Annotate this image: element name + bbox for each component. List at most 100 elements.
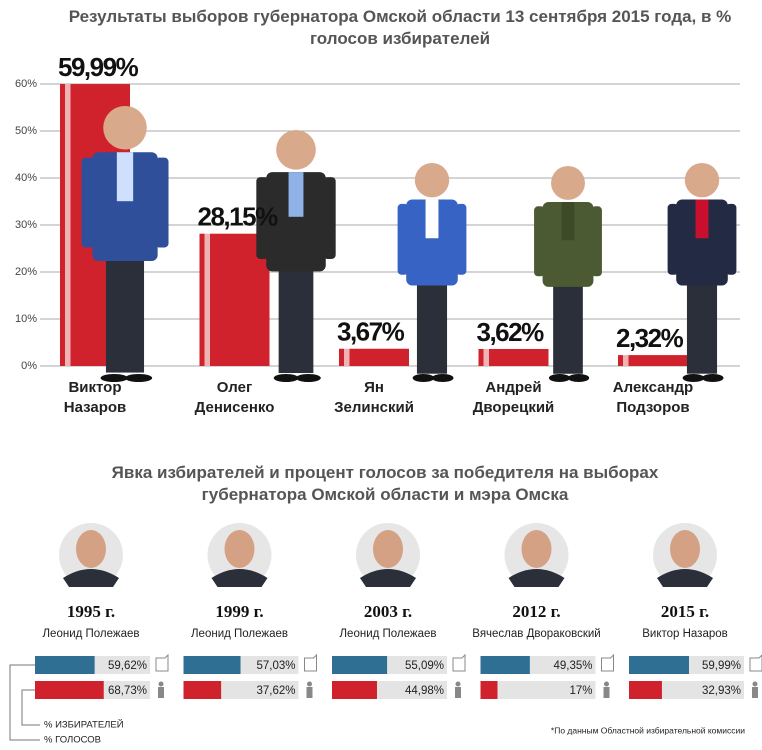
figure-shoe <box>412 374 435 382</box>
person-icon <box>455 687 461 698</box>
x-tick-label: Ян Зелинский <box>334 379 414 416</box>
ballot-icon <box>304 653 317 672</box>
year-label: 1999 г. <box>215 602 263 621</box>
figure-legs <box>553 276 583 374</box>
value-label: 59,62% <box>108 660 147 672</box>
x-tick-label: Виктор Назаров <box>63 379 127 416</box>
bar <box>332 681 377 699</box>
person-figure <box>256 130 336 382</box>
y-tick-label: 0% <box>21 360 37 372</box>
figure-body <box>266 172 326 272</box>
legend-label: % ИЗБИРАТЕЛЕЙ <box>44 719 124 731</box>
person-figure <box>397 163 467 382</box>
figure-arm <box>81 157 96 248</box>
figure-body <box>92 152 158 262</box>
value-label: 3,62% <box>477 317 545 347</box>
portrait-face <box>224 530 255 568</box>
value-label: 32,93% <box>702 685 741 697</box>
figure-legs <box>686 274 718 374</box>
portrait-suit <box>211 569 268 587</box>
figure-shoe <box>568 374 590 382</box>
y-tick-label: 50% <box>15 125 37 137</box>
year-label: 1995 г. <box>67 602 115 621</box>
legend-bracket <box>9 664 40 741</box>
bar <box>332 656 388 674</box>
bar <box>35 681 104 699</box>
value-label: 59,99% <box>702 660 741 672</box>
figure-arm <box>323 177 336 259</box>
value-label: 37,62% <box>256 685 295 697</box>
value-label: 28,15% <box>198 202 279 232</box>
person-icon <box>603 687 610 698</box>
person-icon <box>306 687 313 698</box>
legend-bracket <box>21 689 40 726</box>
value-label: 17% <box>569 685 592 697</box>
person-icon <box>604 681 609 687</box>
bar <box>480 656 530 674</box>
figure-shoe <box>296 374 321 382</box>
portrait-suit <box>657 569 713 587</box>
figure-body <box>542 202 594 287</box>
year-label: 2012 г. <box>512 602 560 621</box>
portrait-suit <box>63 569 119 587</box>
figure-shoe <box>548 374 571 382</box>
figure-arm <box>397 203 409 275</box>
y-tick-label: 20% <box>15 266 37 278</box>
figure-arm <box>256 177 269 259</box>
figure-shoe <box>125 374 153 382</box>
figure-arm <box>455 203 467 275</box>
figure-shirt <box>695 199 709 239</box>
figure-legs <box>105 247 145 373</box>
chart-title: Результаты выборов губернатора Омской об… <box>68 7 732 48</box>
bar <box>478 348 549 366</box>
figure-shirt <box>288 172 304 217</box>
figure-shirt <box>561 202 575 241</box>
person-figure <box>534 166 602 382</box>
candidate-label: Леонид Полежаев <box>43 628 140 640</box>
person-icon <box>158 681 164 687</box>
x-tick-label: Андрей Дворецкий <box>472 379 555 416</box>
bar <box>183 656 241 674</box>
bar <box>618 355 688 366</box>
bar <box>480 681 498 699</box>
year-label: 2015 г. <box>661 602 709 621</box>
candidate-label: Вячеслав Двораковский <box>472 628 600 640</box>
value-label: 57,03% <box>256 660 295 672</box>
value-label: 44,98% <box>405 685 444 697</box>
figure-arm <box>154 157 169 248</box>
chart-title: Явка избирателей и процент голосов за по… <box>111 463 659 504</box>
figure-head <box>684 163 720 198</box>
figure-shoe <box>432 374 454 382</box>
figure-arm <box>725 203 737 275</box>
bar <box>629 681 662 699</box>
person-icon <box>455 681 461 687</box>
ballot-icon <box>155 653 169 672</box>
figure-shoe <box>702 374 724 382</box>
figure-shirt <box>425 199 439 239</box>
person-icon <box>752 681 758 687</box>
figure-arm <box>667 203 679 275</box>
candidate-label: Леонид Полежаев <box>340 628 437 640</box>
figure-arm <box>534 206 545 277</box>
portrait-face <box>670 530 700 568</box>
figure-shoe <box>273 374 299 382</box>
figure-legs <box>416 274 448 374</box>
person-icon <box>752 687 758 698</box>
person-figure <box>81 106 169 382</box>
value-label: 3,67% <box>337 317 405 347</box>
portrait-face <box>373 530 403 568</box>
legend-label: % ГОЛОСОВ <box>44 735 101 746</box>
figure-head <box>551 166 585 200</box>
value-label: 49,35% <box>553 660 592 672</box>
figure-arm <box>591 206 602 277</box>
portrait-suit <box>360 569 416 587</box>
year-label: 2003 г. <box>364 602 412 621</box>
y-tick-label: 30% <box>15 219 37 231</box>
portrait-face <box>521 530 552 568</box>
figure-head <box>276 130 316 170</box>
figure-body <box>676 199 728 286</box>
bar <box>339 348 409 366</box>
figure-head <box>103 106 147 150</box>
value-label: 55,09% <box>405 660 444 672</box>
